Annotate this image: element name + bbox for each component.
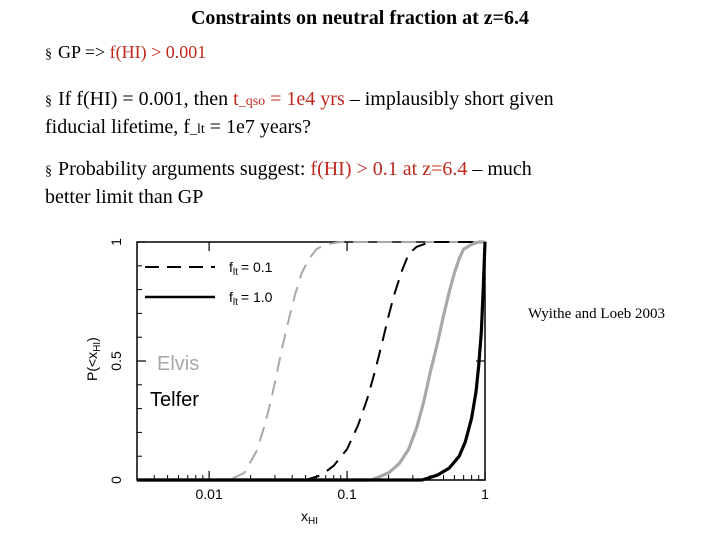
legend-dashed-f: f [229, 259, 233, 275]
fiducial-suffix: = 1e7 years? [204, 116, 311, 138]
bullet-marker: § [45, 94, 52, 109]
series-line-3 [137, 241, 487, 482]
svg-text:xHI: xHI [301, 508, 318, 527]
legend-dashed-sub: lt [233, 267, 238, 278]
legend: flt = 0.1 flt = 1.0 [145, 259, 273, 308]
series-line-0 [137, 241, 485, 481]
x-axis-label-sub: HI [308, 516, 318, 527]
fiducial-text: fiducial lifetime, f [45, 116, 190, 138]
y-axis-label-main: P(<x [84, 352, 100, 381]
y-axis-label-close: ) [84, 337, 100, 342]
bullet-gp-text: GP => [58, 42, 110, 62]
bullet-marker: § [45, 164, 52, 179]
flt-subscript: _lt [189, 122, 205, 137]
bullet-probability-text: Probability arguments suggest: [58, 158, 311, 180]
bullet-lifetime-suffix: – implausibly short given [344, 88, 554, 110]
x-axis-label: xHI [301, 508, 318, 527]
series-line-1 [137, 241, 485, 481]
y-tick-label-0: 0 [108, 476, 124, 484]
x-tick-label-0: 0.01 [195, 486, 222, 502]
legend-solid-sub: lt [233, 297, 238, 308]
bullet-gp: § GP => f(HI) > 0.001 [45, 39, 206, 68]
bullet-lifetime-line1: § If f(HI) = 0.001, then t_qso = 1e4 yrs … [45, 86, 554, 115]
bullet-gp-red: f(HI) > 0.001 [109, 42, 207, 62]
y-axis-label: P(<xHI) [84, 337, 103, 381]
y-tick-label-2: 1 [108, 238, 124, 246]
x-axis-label-main: x [301, 508, 308, 524]
y-tick-label-1: 0.5 [108, 351, 124, 371]
y-axis-label-sub: HI [92, 342, 103, 352]
bullet-probability-line1: § Probability arguments suggest: f(HI) > … [45, 156, 532, 185]
bullet-probability-red: f(HI) > 0.1 at z=6.4 [310, 158, 468, 180]
x-tick-label-2: 1 [481, 486, 489, 502]
tqso-symbol: t [233, 88, 239, 110]
legend-entry-dashed: flt = 0.1 [229, 259, 273, 278]
bullet-lifetime-line2: fiducial lifetime, f_lt = 1e7 years? [45, 114, 311, 143]
series-line-2 [137, 240, 485, 482]
tqso-value: = 1e4 yrs [265, 88, 345, 110]
chart-series [137, 240, 487, 482]
label-telfer: Telfer [150, 389, 199, 411]
slide-title: Constraints on neutral fraction at z=6.4 [190, 7, 530, 29]
x-tick-label-1: 0.1 [337, 486, 357, 502]
axis-ticks: 0.01 0.1 1 0 0.5 1 [108, 238, 489, 502]
bullet-lifetime-text: If f(HI) = 0.001, then [58, 88, 234, 110]
tqso-subscript: _qso [238, 94, 266, 109]
legend-solid-f: f [229, 289, 233, 305]
bullet-marker: § [45, 47, 52, 62]
svg-text:P(<xHI): P(<xHI) [84, 337, 103, 381]
legend-dashed-value: = 0.1 [241, 259, 273, 275]
label-elvis: Elvis [157, 353, 199, 375]
bullet-probability-line2: better limit than GP [45, 186, 204, 208]
bullet-probability-suffix: – much [467, 158, 532, 180]
figure-credit: Wyithe and Loeb 2003 [528, 306, 665, 322]
legend-solid-value: = 1.0 [241, 289, 273, 305]
legend-entry-solid: flt = 1.0 [229, 289, 273, 308]
